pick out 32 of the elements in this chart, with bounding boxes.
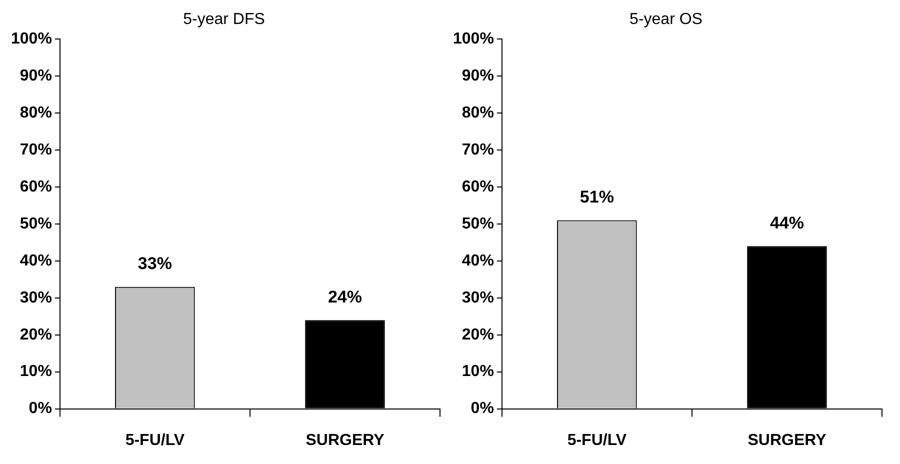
data-label: 24% — [328, 287, 362, 306]
x-tick-label: 5-FU/LV — [125, 432, 185, 449]
y-tick-label: 10% — [20, 363, 52, 380]
y-tick-label: 70% — [462, 141, 494, 158]
data-label: 44% — [770, 213, 804, 232]
y-tick-label: 30% — [20, 289, 52, 306]
y-tick-label: 10% — [462, 363, 494, 380]
y-tick-label: 30% — [462, 289, 494, 306]
y-tick-label: 80% — [20, 104, 52, 122]
y-tick-label: 20% — [20, 326, 52, 344]
y-tick-label: 100% — [11, 30, 52, 48]
y-tick-label: 50% — [20, 215, 52, 232]
y-tick-label: 90% — [20, 68, 52, 85]
x-tick-label: SURGERY — [748, 432, 827, 449]
chart-title: 5-year OS — [630, 11, 702, 28]
y-tick-label: 40% — [462, 252, 494, 270]
y-tick-label: 50% — [462, 215, 494, 232]
x-tick-label: 5-FU/LV — [567, 432, 627, 449]
y-tick-label: 100% — [453, 30, 494, 48]
chart-title: 5-year DFS — [183, 11, 265, 28]
y-tick-label: 60% — [20, 178, 52, 196]
data-label: 33% — [138, 254, 172, 274]
y-tick-label: 90% — [462, 68, 494, 85]
y-tick-label: 80% — [462, 104, 494, 122]
data-label: 51% — [580, 187, 614, 206]
y-tick-label: 70% — [20, 141, 52, 158]
y-tick-label: 0% — [470, 400, 494, 418]
y-tick-label: 20% — [462, 326, 494, 344]
y-tick-label: 60% — [462, 178, 494, 196]
x-tick-label: SURGERY — [306, 432, 385, 449]
y-tick-label: 0% — [28, 400, 52, 418]
y-tick-label: 40% — [20, 252, 52, 270]
